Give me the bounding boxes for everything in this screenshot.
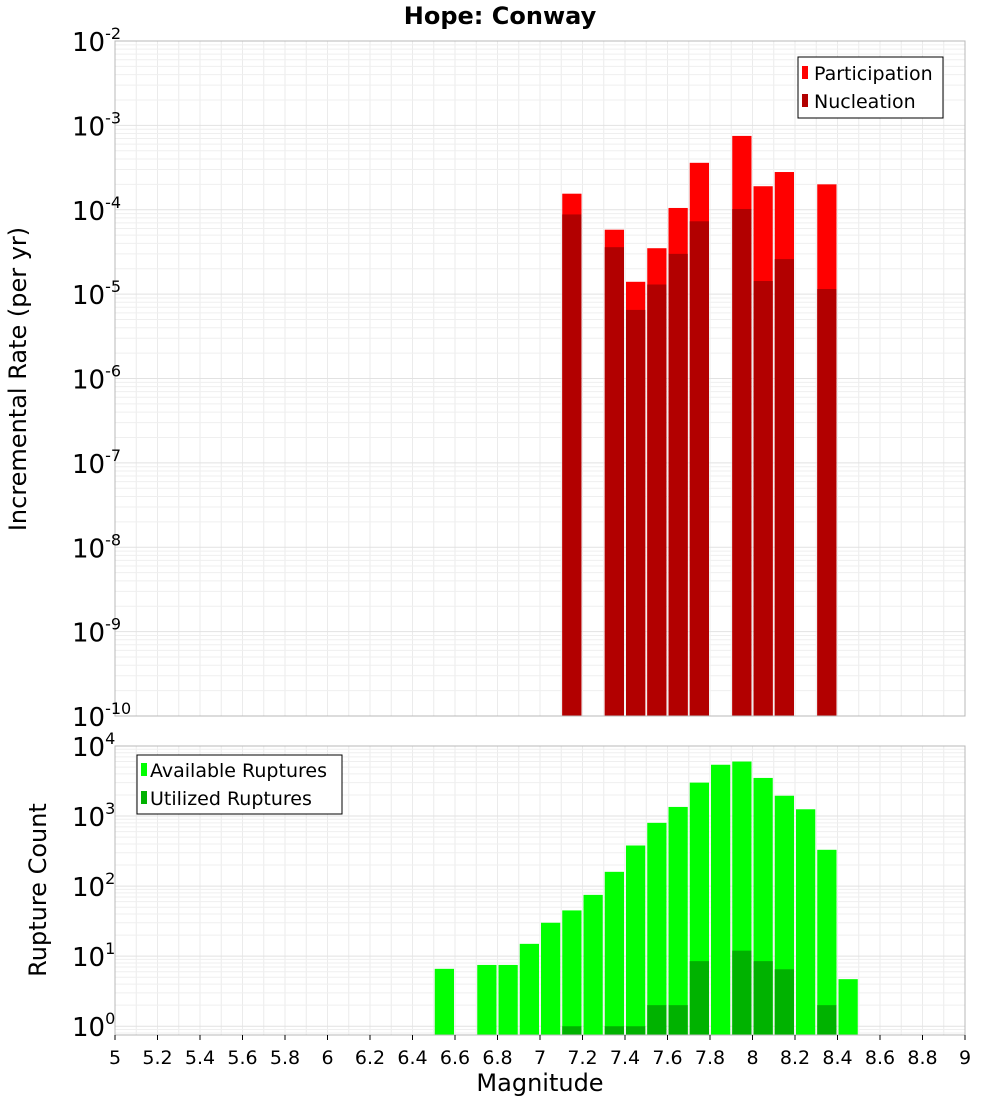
bottom-legend-box [136, 754, 343, 815]
bar-available-ruptures [711, 764, 731, 1035]
bar-available-ruptures [434, 968, 454, 1035]
bar-available-ruptures [796, 809, 816, 1035]
bar-nucleation [732, 209, 752, 716]
x-axis-label: Magnitude [476, 1069, 603, 1097]
bar-available-ruptures [519, 943, 539, 1035]
x-tick-label: 7.4 [610, 1047, 640, 1069]
x-tick-label: 5.8 [270, 1047, 300, 1069]
x-tick-label: 7.8 [695, 1047, 725, 1069]
legend-label-participation: Participation [814, 63, 933, 85]
bar-utilized-ruptures [753, 961, 773, 1035]
top-y-tick-label: 10-3 [72, 108, 121, 142]
legend-swatch-participation [802, 66, 808, 79]
bottom-x-ticks: 5 5.2 5.4 5.6 5.8 6 6.2 6.4 6.6 6.8 7 7.2 7.4 7.6 7.8 8… [109, 1035, 971, 1069]
bottom-y-tick-label: 104 [72, 729, 115, 763]
top-y-tick-label: 10-4 [72, 193, 121, 227]
bar-utilized-ruptures [817, 1005, 837, 1035]
x-tick-label: 6 [321, 1047, 333, 1069]
legend-label-utilized-ruptures: Utilized Ruptures [150, 788, 312, 810]
bottom-y-axis-label: Rupture Count [24, 803, 52, 977]
bar-available-ruptures [626, 845, 646, 1035]
bar-available-ruptures [668, 806, 688, 1035]
bar-nucleation [647, 284, 667, 716]
legend-swatch-available-ruptures [141, 763, 147, 776]
bar-available-ruptures [541, 922, 561, 1035]
bar-available-ruptures [817, 849, 837, 1035]
top-y-tick-label: 10-9 [72, 615, 121, 649]
bottom-bars [434, 761, 858, 1035]
x-tick-label: 8.2 [780, 1047, 810, 1069]
bar-utilized-ruptures [732, 950, 752, 1035]
top-legend-box [797, 56, 944, 119]
x-tick-label: 9 [959, 1047, 971, 1069]
top-y-tick-label: 10-6 [72, 362, 121, 396]
bottom-y-tick-label: 102 [72, 869, 115, 903]
top-plot-frame [114, 40, 966, 717]
bar-available-ruptures [604, 871, 624, 1035]
x-tick-label: 5.4 [185, 1047, 215, 1069]
x-tick-label: 6.4 [397, 1047, 427, 1069]
top-y-ticks: 10-2 10-3 10-4 10-5 10-6 10-7 10-8 10-9 10-10 [72, 24, 131, 733]
top-y-tick-label: 10-5 [72, 277, 121, 311]
legend-swatch-utilized-ruptures [141, 791, 147, 804]
x-tick-label: 6.8 [482, 1047, 512, 1069]
bar-utilized-ruptures [668, 1005, 688, 1035]
x-tick-label: 8 [746, 1047, 758, 1069]
top-y-tick-label: 10-7 [72, 446, 121, 480]
legend-swatch-nucleation [802, 94, 808, 107]
x-tick-label: 5 [109, 1047, 121, 1069]
x-tick-label: 6.2 [355, 1047, 385, 1069]
x-tick-label: 8.8 [907, 1047, 937, 1069]
top-legend: Participation Nucleation [797, 56, 944, 119]
bar-available-ruptures [583, 894, 603, 1035]
legend-label-nucleation: Nucleation [814, 91, 916, 113]
bar-nucleation [562, 214, 582, 717]
bar-utilized-ruptures [774, 969, 794, 1035]
bar-utilized-ruptures [562, 1026, 582, 1035]
bar-nucleation [668, 253, 688, 716]
bar-utilized-ruptures [604, 1026, 624, 1035]
bar-utilized-ruptures [647, 1005, 667, 1035]
bar-nucleation [753, 281, 773, 716]
top-grid [114, 40, 966, 717]
top-bars [562, 135, 837, 717]
legend-label-available-ruptures: Available Ruptures [150, 760, 327, 782]
bar-utilized-ruptures [626, 1026, 646, 1035]
bar-nucleation [774, 259, 794, 716]
x-tick-label: 8.4 [822, 1047, 852, 1069]
bottom-y-tick-label: 100 [72, 1009, 115, 1043]
x-tick-label: 5.6 [227, 1047, 257, 1069]
bar-available-ruptures [498, 964, 518, 1035]
bar-nucleation [689, 221, 709, 716]
x-tick-label: 8.6 [865, 1047, 895, 1069]
bar-nucleation [626, 309, 646, 716]
bar-nucleation [604, 247, 624, 716]
bar-utilized-ruptures [689, 961, 709, 1035]
bar-available-ruptures [562, 910, 582, 1035]
x-tick-label: 6.6 [440, 1047, 470, 1069]
bar-available-ruptures [838, 979, 858, 1035]
top-y-axis-label: Incremental Rate (per yr) [4, 227, 32, 531]
bottom-y-tick-label: 103 [72, 799, 115, 833]
x-tick-label: 5.2 [142, 1047, 172, 1069]
chart-title: Hope: Conway [404, 2, 597, 30]
top-y-tick-label: 10-10 [72, 699, 131, 733]
top-y-tick-label: 10-8 [72, 530, 121, 564]
bottom-legend: Available Ruptures Utilized Ruptures [136, 754, 343, 815]
top-y-tick-label: 10-2 [72, 24, 121, 58]
bar-available-ruptures [477, 964, 497, 1035]
bottom-y-tick-label: 101 [72, 939, 115, 973]
bar-nucleation [817, 289, 837, 716]
x-tick-label: 7 [534, 1047, 546, 1069]
bottom-y-ticks: 104 103 102 101 100 [72, 729, 115, 1043]
bar-available-ruptures [647, 822, 667, 1035]
x-tick-label: 7.2 [567, 1047, 597, 1069]
x-tick-label: 7.6 [652, 1047, 682, 1069]
